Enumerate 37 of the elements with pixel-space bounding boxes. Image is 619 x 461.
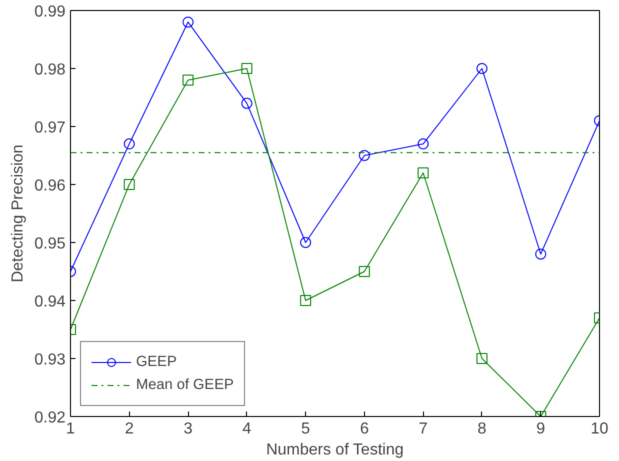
x-tick-label: 3 xyxy=(184,420,193,438)
point xyxy=(358,150,370,161)
point xyxy=(418,167,429,178)
point xyxy=(476,353,488,364)
y-tick-label: 0.94 xyxy=(34,294,66,310)
y-axis-title: Detecting Precision xyxy=(9,144,26,282)
y-tick-label: 0.98 xyxy=(34,62,66,78)
legend-label: Mean of GEEP xyxy=(136,377,234,393)
x-tick-label: 10 xyxy=(590,420,608,438)
point xyxy=(182,74,194,86)
x-tick-label: 7 xyxy=(418,420,428,438)
point xyxy=(241,63,252,74)
y-tick-label: 0.96 xyxy=(34,178,66,194)
point xyxy=(124,179,135,190)
x-tick-label: 8 xyxy=(477,420,486,438)
y-tick-label: 0.97 xyxy=(34,120,66,136)
point xyxy=(182,16,194,28)
point xyxy=(358,266,370,277)
x-tick-label: 1 xyxy=(66,420,76,438)
x-tick-label: 5 xyxy=(301,420,310,438)
x-axis-title: Numbers of Testing xyxy=(266,442,404,458)
x-tick-label: 2 xyxy=(124,420,134,438)
point xyxy=(418,138,429,150)
point xyxy=(300,295,312,306)
point xyxy=(476,63,488,74)
point xyxy=(241,98,252,109)
y-tick-label: 0.95 xyxy=(34,236,66,252)
legend-label: GEEP xyxy=(136,354,177,370)
x-tick-label: 6 xyxy=(360,420,369,438)
point xyxy=(535,248,546,260)
y-tick-label: 0.93 xyxy=(34,352,66,368)
y-tick-label: 0.99 xyxy=(34,4,66,20)
y-tick-label: 0.92 xyxy=(34,410,66,426)
x-tick-label: 4 xyxy=(242,420,252,438)
x-tick-label: 9 xyxy=(536,420,546,438)
point xyxy=(124,138,135,150)
point xyxy=(300,237,312,248)
